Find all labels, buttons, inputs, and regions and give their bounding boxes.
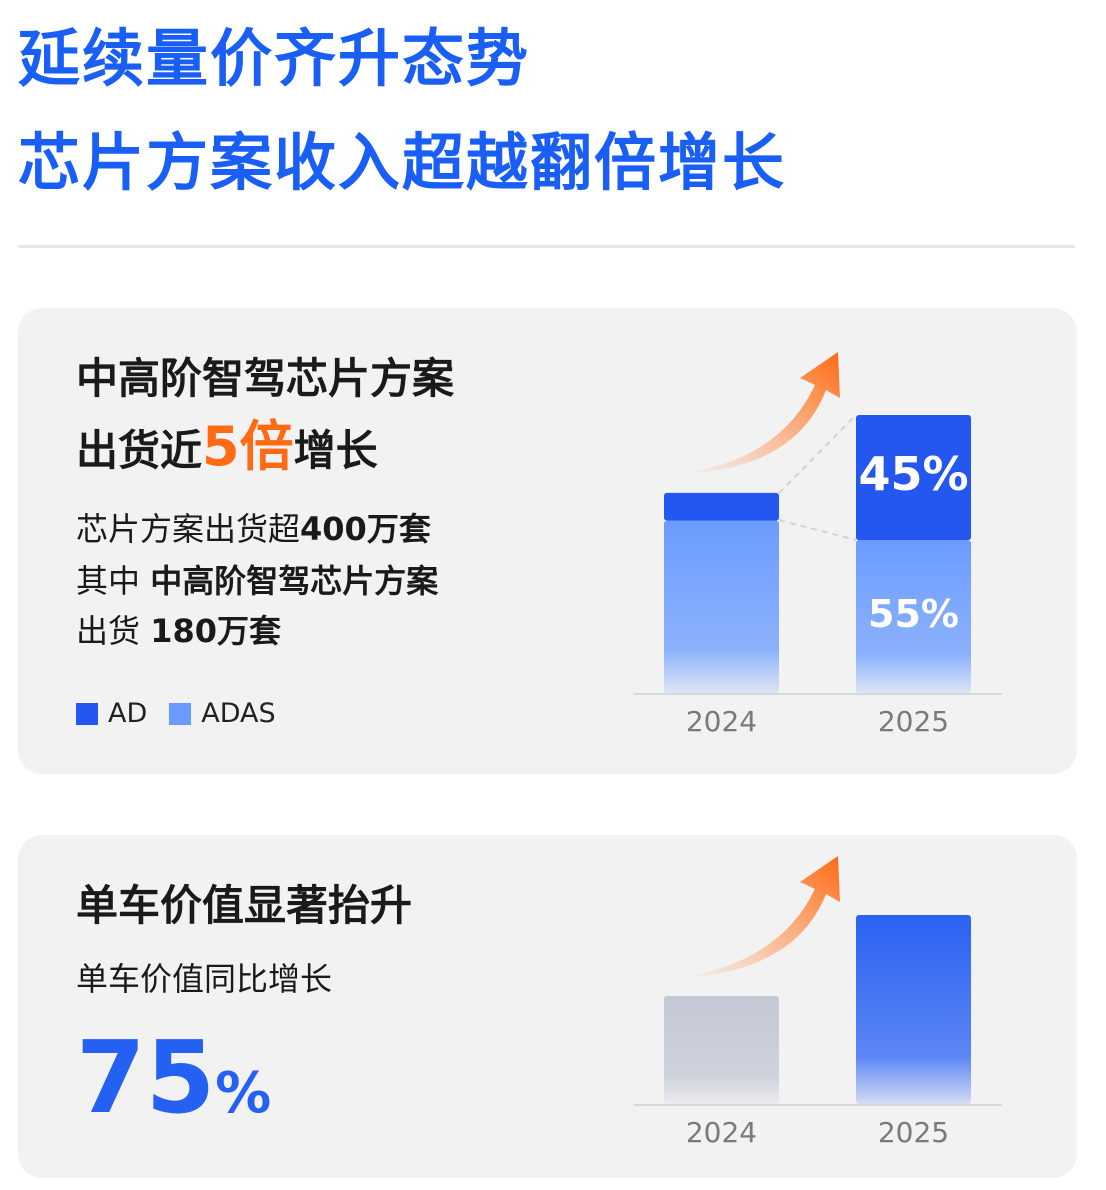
- legend-item: AD: [76, 698, 147, 729]
- bar: [664, 520, 779, 693]
- divider: [18, 245, 1075, 248]
- body-run: 400万套: [300, 510, 431, 548]
- highlight-run: 75: [76, 1019, 216, 1136]
- headline-run: 中高阶智驾芯片方案: [76, 354, 455, 403]
- x-tick-label: 2025: [878, 705, 949, 738]
- headline: 出货近5倍增长: [76, 420, 378, 474]
- legend-label: ADAS: [201, 698, 276, 729]
- body-run: 单车价值同比增长: [76, 960, 333, 998]
- body-run: 180万套: [150, 612, 281, 650]
- body-run: 芯片方案出货超: [76, 510, 301, 548]
- x-tick-label: 2025: [878, 1116, 949, 1149]
- body-run: 中高阶智驾芯片方案: [150, 562, 439, 600]
- headline: 单车价值显著抬升: [76, 885, 412, 927]
- legend: AD ADAS: [76, 698, 276, 729]
- headline-run: 5倍: [202, 415, 294, 478]
- headline-run: 出货近: [76, 426, 203, 475]
- connector: [778, 519, 857, 541]
- bar: [664, 492, 779, 521]
- highlight-run: %: [215, 1061, 272, 1126]
- headline-run: 增长: [293, 426, 378, 475]
- highlight: 75%: [76, 1028, 271, 1128]
- data-label: 45%: [858, 447, 968, 501]
- title-line: 芯片方案收入超越翻倍增长: [18, 126, 787, 199]
- trend-arrow: [680, 856, 840, 978]
- x-tick-label: 2024: [686, 705, 757, 738]
- legend-item: ADAS: [169, 698, 276, 729]
- bar: [856, 915, 971, 1104]
- title-line: 延续量价齐升态势: [18, 22, 531, 95]
- body-line: 芯片方案出货超400万套: [76, 513, 431, 545]
- headline-run: 单车价值显著抬升: [76, 881, 413, 930]
- body-run: 其中: [76, 562, 151, 600]
- bar: [856, 540, 971, 693]
- data-label: 55%: [868, 592, 959, 636]
- bar: [856, 415, 971, 541]
- body-line: 其中 中高阶智驾芯片方案: [76, 565, 438, 597]
- legend-swatch: [169, 702, 192, 725]
- body-run: 出货: [76, 612, 151, 650]
- body-line: 出货 180万套: [76, 615, 281, 647]
- body-line: 单车价值同比增长: [76, 963, 332, 995]
- legend-swatch: [76, 702, 98, 725]
- connector: [778, 414, 857, 494]
- bar: [664, 996, 779, 1104]
- headline: 中高阶智驾芯片方案: [76, 358, 454, 400]
- trend-arrow: [680, 352, 840, 474]
- legend-label: AD: [108, 698, 148, 729]
- x-tick-label: 2024: [686, 1116, 757, 1149]
